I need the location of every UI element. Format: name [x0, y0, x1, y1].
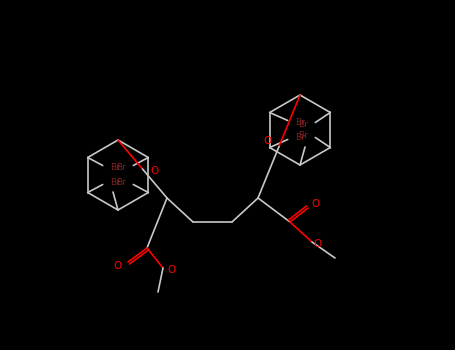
Text: Br: Br — [298, 131, 308, 140]
Text: Br: Br — [110, 178, 120, 187]
Text: Br: Br — [116, 163, 126, 172]
Text: O: O — [167, 265, 175, 275]
Text: Br: Br — [295, 118, 305, 127]
Text: O: O — [314, 239, 322, 249]
Text: Br: Br — [298, 120, 308, 129]
Text: O: O — [263, 135, 271, 146]
Text: O: O — [114, 261, 122, 271]
Text: Br: Br — [110, 163, 120, 172]
Text: O: O — [312, 199, 320, 209]
Text: Br: Br — [295, 133, 305, 142]
Text: O: O — [150, 166, 159, 176]
Text: Br: Br — [116, 178, 126, 187]
